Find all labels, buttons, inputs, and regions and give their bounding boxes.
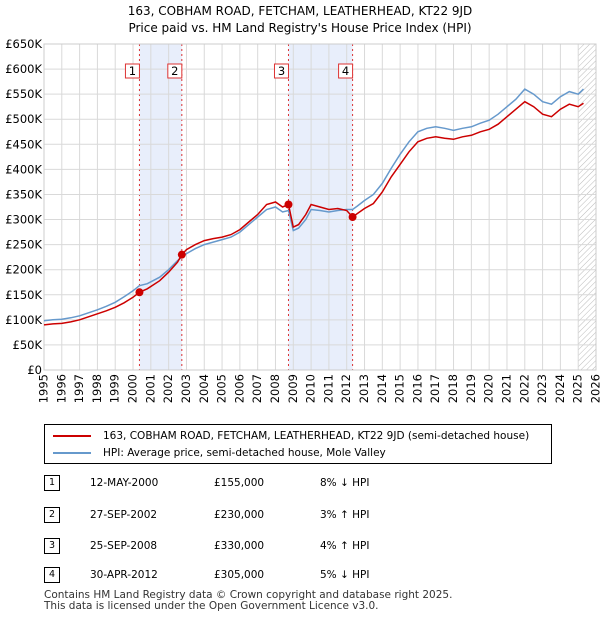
sale-label: 2 [171,64,178,78]
x-tick-label: 2007 [250,374,264,403]
x-tick-label: 1998 [90,374,104,403]
x-tick-label: 2006 [232,374,246,403]
transaction-hpi-diff: 5% ↓ HPI [320,569,370,581]
transaction-price: £230,000 [214,509,265,521]
x-tick-label: 2014 [375,374,389,403]
transaction-number: 1 [44,475,60,491]
x-tick-label: 2000 [126,374,140,403]
footer-copyright: Contains HM Land Registry data © Crown c… [44,589,453,601]
y-tick-label: £50K [13,338,43,352]
sale-label-box [273,63,289,79]
y-tick-label: £500K [5,112,42,126]
footer-licence: This data is licensed under the Open Gov… [44,600,379,612]
x-tick-label: 2013 [357,374,371,403]
y-tick-label: £650K [5,37,42,51]
legend-label-property: 163, COBHAM ROAD, FETCHAM, LEATHERHEAD, … [103,430,530,442]
legend-swatch-property [53,435,91,437]
legend: 163, COBHAM ROAD, FETCHAM, LEATHERHEAD, … [44,424,552,464]
legend-label-hpi: HPI: Average price, semi-detached house,… [103,447,386,459]
y-tick-label: £600K [5,62,42,76]
x-tick-label: 1999 [108,374,122,403]
sale-point [284,200,293,209]
transaction-hpi-diff: 4% ↑ HPI [320,540,370,552]
y-tick-label: £150K [5,288,42,302]
sale-period-shade [139,44,182,370]
x-tick-label: 2019 [464,374,478,403]
y-tick-label: £300K [5,213,42,227]
x-tick-label: 2008 [268,374,282,403]
x-tick-label: 2018 [446,374,460,403]
x-tick-label: 1996 [54,374,68,403]
transaction-number: 4 [44,567,60,583]
sale-label: 3 [278,64,285,78]
x-tick-label: 2017 [428,374,442,403]
transaction-date: 25-SEP-2008 [90,540,158,552]
transaction-price: £330,000 [214,540,265,552]
y-tick-label: £200K [5,263,42,277]
x-tick-label: 2010 [304,374,318,403]
transaction-date: 30-APR-2012 [90,569,158,581]
sale-label-box [167,63,183,79]
x-tick-label: 2015 [393,374,407,403]
x-tick-label: 2024 [553,374,567,403]
y-tick-label: £450K [5,137,42,151]
transaction-price: £155,000 [214,477,265,489]
transaction-row: 3 25-SEP-2008 £330,000 4% ↑ HPI [44,538,544,556]
legend-swatch-hpi [53,452,91,454]
x-tick-label: 2023 [535,374,549,403]
chart-title: 163, COBHAM ROAD, FETCHAM, LEATHERHEAD, … [127,4,473,18]
x-tick-label: 1995 [37,374,51,403]
sale-point [135,288,144,297]
sale-label-box [124,63,140,79]
y-tick-label: £250K [5,238,42,252]
transaction-price: £305,000 [214,569,265,581]
y-tick-label: £550K [5,87,42,101]
transaction-row: 1 12-MAY-2000 £155,000 8% ↓ HPI [44,475,544,493]
legend-item-hpi: HPI: Average price, semi-detached house,… [53,445,386,461]
transaction-number: 2 [44,507,60,523]
x-tick-label: 2012 [339,374,353,403]
transaction-hpi-diff: 3% ↑ HPI [320,509,370,521]
transaction-date: 12-MAY-2000 [90,477,159,489]
sale-label-box [338,63,354,79]
y-tick-label: £100K [5,313,42,327]
transaction-hpi-diff: 8% ↓ HPI [320,477,370,489]
sale-label: 1 [129,64,136,78]
y-tick-label: £400K [5,162,42,176]
x-tick-label: 2026 [589,374,600,403]
x-tick-label: 2025 [571,374,585,403]
price-chart: 1 2 3 4 £0 £50K £100K £150K £200K £250K £300K £350… [5,37,600,403]
y-tick-label: £0 [27,363,42,377]
hpi-series-line [43,88,585,322]
forecast-hatch [578,44,596,370]
sale-point [177,250,186,259]
x-tick-label: 2004 [197,374,211,403]
x-tick-label: 2020 [482,374,496,403]
transaction-number: 3 [44,538,60,554]
x-tick-label: 2005 [215,374,229,403]
x-tick-label: 1997 [72,374,86,403]
chart-subtitle: Price paid vs. HM Land Registry's House … [128,21,472,35]
x-tick-label: 2002 [161,374,175,403]
sale-label: 4 [342,64,349,78]
x-tick-label: 2003 [179,374,193,403]
y-tick-label: £350K [5,187,42,201]
x-tick-label: 2022 [517,374,531,403]
transaction-row: 2 27-SEP-2002 £230,000 3% ↑ HPI [44,507,544,525]
x-tick-label: 2016 [410,374,424,403]
x-tick-label: 2021 [499,374,513,403]
footer: Contains HM Land Registry data © Crown c… [44,590,452,612]
transaction-date: 27-SEP-2002 [90,509,158,521]
x-tick-label: 2011 [321,374,335,403]
x-tick-label: 2009 [286,374,300,403]
transaction-row: 4 30-APR-2012 £305,000 5% ↓ HPI [44,567,544,585]
x-tick-label: 2001 [143,374,157,403]
legend-item-property: 163, COBHAM ROAD, FETCHAM, LEATHERHEAD, … [53,428,529,444]
plot-border [43,43,597,371]
sale-point [348,213,357,222]
